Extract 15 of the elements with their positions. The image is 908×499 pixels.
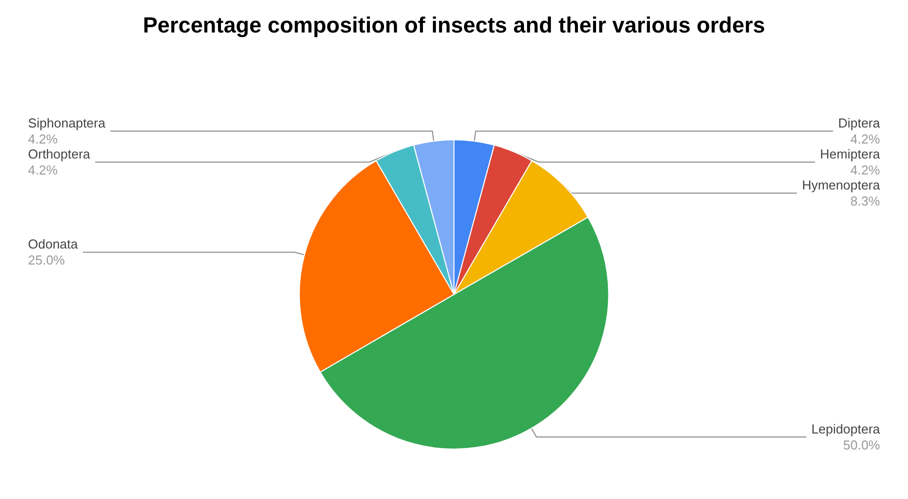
data-label: 4.2% xyxy=(28,162,58,178)
slice-label: Siphonaptera xyxy=(28,116,106,131)
data-label: 4.2% xyxy=(28,132,58,147)
data-label: 4.2% xyxy=(850,162,880,178)
slice-label: Diptera xyxy=(838,116,881,131)
data-label: 8.3% xyxy=(850,194,880,209)
slice-label: Hymenoptera xyxy=(802,178,881,193)
slice-label: Hemiptera xyxy=(820,146,881,162)
data-label: 4.2% xyxy=(850,132,880,147)
data-label: 25.0% xyxy=(28,252,66,268)
slice-label: Lepidoptera xyxy=(811,421,881,436)
chart-title: Percentage composition of insects and their various orders xyxy=(142,12,766,38)
data-label: 50.0% xyxy=(843,437,880,452)
slice-label: Odonata xyxy=(28,236,79,252)
slice-label: Orthoptera xyxy=(28,146,91,162)
